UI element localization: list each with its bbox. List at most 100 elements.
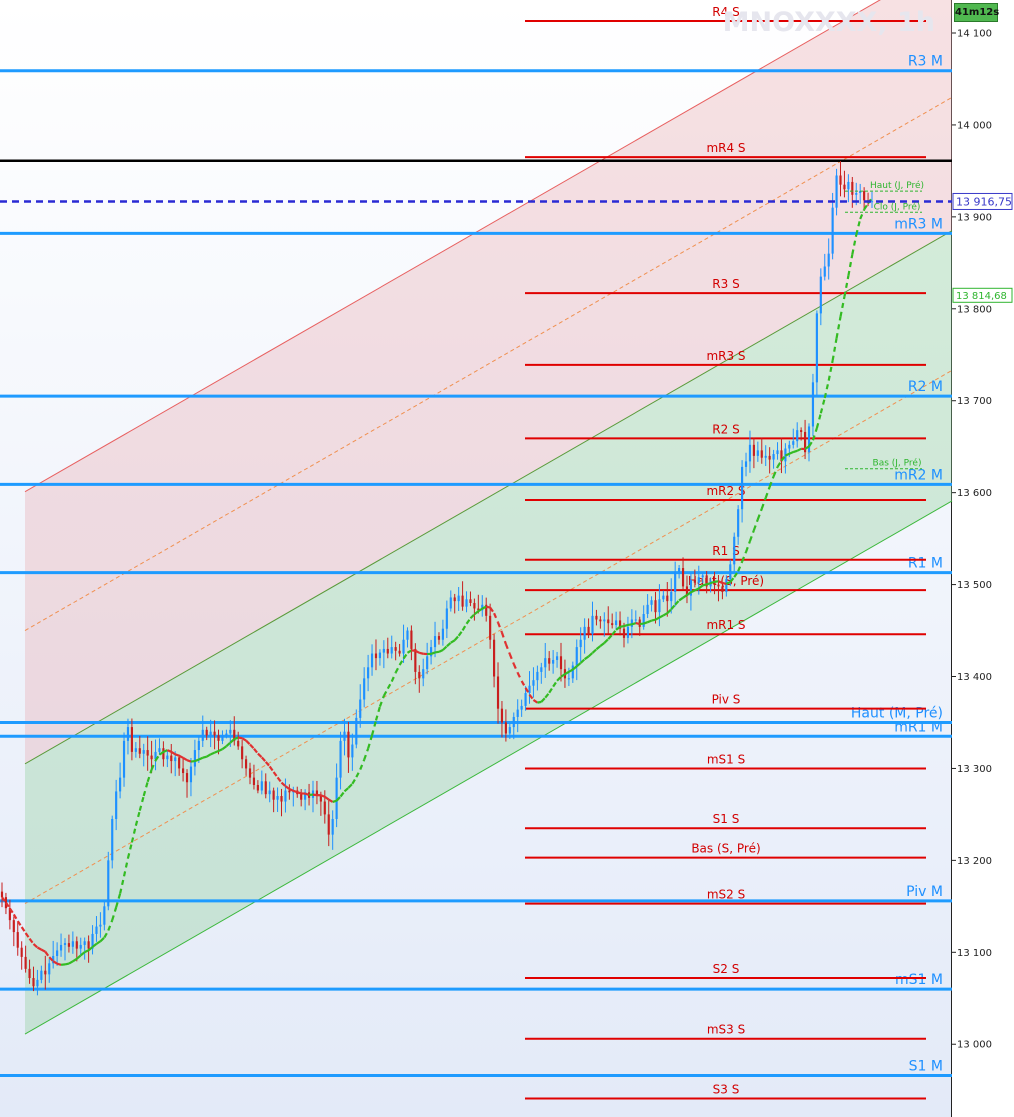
candle-body (217, 735, 220, 741)
candle-body (780, 450, 783, 462)
ma-segment (52, 960, 58, 965)
candle-body (622, 628, 626, 638)
ma-segment (654, 616, 660, 621)
candle-body (555, 656, 559, 660)
ma-segment (792, 449, 798, 454)
candle-body (768, 455, 771, 460)
ma-segment (434, 650, 440, 654)
ma-segment (583, 655, 590, 661)
candle-body (658, 599, 661, 613)
candle-body (63, 943, 67, 945)
candle-body (823, 266, 826, 277)
ma-segment (95, 940, 102, 945)
level-label-s: mR4 S (706, 141, 745, 155)
candle-body (370, 653, 374, 668)
candle-body (130, 727, 133, 752)
candle-body (410, 630, 413, 649)
candle-body (331, 819, 334, 835)
ma-segment (504, 643, 511, 655)
level-label-s: mR2 S (706, 484, 745, 498)
candle-body (737, 509, 740, 537)
ma-segment (126, 842, 133, 859)
ma-segment (694, 587, 700, 592)
candle-body (681, 568, 685, 587)
candle-body (811, 382, 815, 427)
candle-body (650, 600, 653, 605)
ma-segment (489, 606, 495, 614)
ma-segment (776, 460, 783, 468)
y-tick-label: 14 000 (957, 120, 992, 131)
ma-segment (438, 649, 444, 653)
ma-segment (607, 633, 614, 640)
ma-segment (615, 625, 621, 631)
ma-segment (394, 664, 401, 674)
ma-segment (532, 699, 539, 704)
ma-segment (599, 642, 605, 647)
ma-segment (182, 756, 188, 762)
candle-body (500, 708, 504, 723)
candle-body (107, 860, 110, 907)
candle-body (67, 943, 71, 947)
ma-segment (370, 720, 378, 736)
ma-segment (398, 658, 405, 666)
ma-segment (855, 218, 862, 236)
candle-body (607, 619, 610, 624)
ma-segment (725, 581, 731, 585)
ma-segment (729, 576, 736, 583)
y-tick-label: 13 100 (957, 948, 992, 959)
ma-segment (186, 759, 192, 763)
candle-body (591, 615, 594, 635)
ma-segment (272, 771, 279, 779)
ma-segment (658, 614, 664, 619)
channel-inner-low-line (24, 369, 953, 905)
ma-segment (520, 680, 527, 689)
level-label-s: mS1 S (707, 752, 745, 766)
candle-body (386, 648, 389, 654)
ma-segment (324, 795, 330, 801)
candle-body (792, 441, 795, 445)
ma-segment (367, 734, 374, 749)
candle-body (95, 926, 98, 934)
candle-body (260, 781, 263, 791)
candle-body (760, 450, 763, 458)
candle-body (154, 751, 157, 760)
ma-segment (808, 439, 814, 447)
ma-segment (154, 754, 161, 762)
candle-body (276, 796, 279, 800)
candle-body (422, 669, 425, 679)
candle-body (520, 705, 523, 710)
ma-segment (414, 649, 420, 654)
ma-segment (453, 635, 460, 642)
ma-segment (461, 623, 468, 631)
candle-body (347, 731, 350, 758)
price-label-box (952, 192, 1013, 210)
candle-body (626, 626, 630, 638)
candle-body (339, 740, 342, 778)
ma-segment (24, 932, 31, 940)
candle-body (615, 620, 618, 626)
ma-segment (382, 688, 389, 697)
ma-segment (469, 613, 476, 620)
candle-body (166, 755, 169, 760)
candle-body (268, 790, 271, 795)
ma-segment (84, 949, 90, 954)
price-label: 13 916,75 (956, 195, 1012, 208)
candle-body (355, 717, 358, 745)
candle-body (492, 639, 496, 677)
candle-body (272, 790, 275, 800)
ma-segment (72, 957, 78, 963)
ma-segment (760, 497, 767, 510)
candle-body (398, 650, 401, 654)
candle-body (859, 191, 862, 193)
ma-segment (819, 397, 826, 414)
ma-segment (744, 540, 751, 553)
candle-body (79, 944, 82, 949)
candle-body (847, 181, 850, 190)
ma-segment (481, 605, 487, 610)
ma-segment (158, 751, 165, 756)
ma-segment (446, 641, 452, 648)
ma-segment (225, 741, 232, 748)
ma-segment (815, 413, 822, 429)
ma-segment (218, 748, 223, 752)
